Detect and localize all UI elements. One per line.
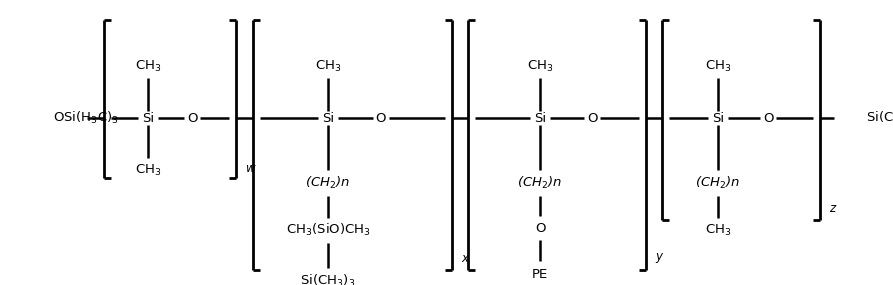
Text: Si(CH$_3$)$_3$: Si(CH$_3$)$_3$ bbox=[300, 273, 355, 285]
Text: $x$: $x$ bbox=[461, 251, 471, 264]
Text: CH$_3$: CH$_3$ bbox=[705, 223, 731, 238]
Text: CH$_3$(SiO)CH$_3$: CH$_3$(SiO)CH$_3$ bbox=[286, 222, 371, 238]
Text: Si: Si bbox=[534, 111, 546, 125]
Text: Si: Si bbox=[142, 111, 154, 125]
Text: $w$: $w$ bbox=[245, 162, 256, 174]
Text: Si(CH$_3$)$_3$: Si(CH$_3$)$_3$ bbox=[866, 110, 893, 126]
Text: O: O bbox=[187, 111, 197, 125]
Text: CH$_3$: CH$_3$ bbox=[314, 58, 341, 74]
Text: CH$_3$: CH$_3$ bbox=[135, 58, 162, 74]
Text: CH$_3$: CH$_3$ bbox=[705, 58, 731, 74]
Text: PE: PE bbox=[532, 268, 548, 280]
Text: Si: Si bbox=[712, 111, 724, 125]
Text: (CH$_2$)$n$: (CH$_2$)$n$ bbox=[305, 175, 351, 191]
Text: CH$_3$: CH$_3$ bbox=[527, 58, 554, 74]
Text: $y$: $y$ bbox=[655, 251, 664, 265]
Text: Si: Si bbox=[322, 111, 334, 125]
Text: $z$: $z$ bbox=[829, 201, 838, 215]
Text: CH$_3$: CH$_3$ bbox=[135, 162, 162, 178]
Text: O: O bbox=[535, 221, 546, 235]
Text: (CH$_2$)$n$: (CH$_2$)$n$ bbox=[517, 175, 563, 191]
Text: O: O bbox=[587, 111, 597, 125]
Text: O: O bbox=[376, 111, 387, 125]
Text: OSi(H$_3$C)$_3$: OSi(H$_3$C)$_3$ bbox=[53, 110, 119, 126]
Text: (CH$_2$)$n$: (CH$_2$)$n$ bbox=[696, 175, 740, 191]
Text: O: O bbox=[763, 111, 773, 125]
